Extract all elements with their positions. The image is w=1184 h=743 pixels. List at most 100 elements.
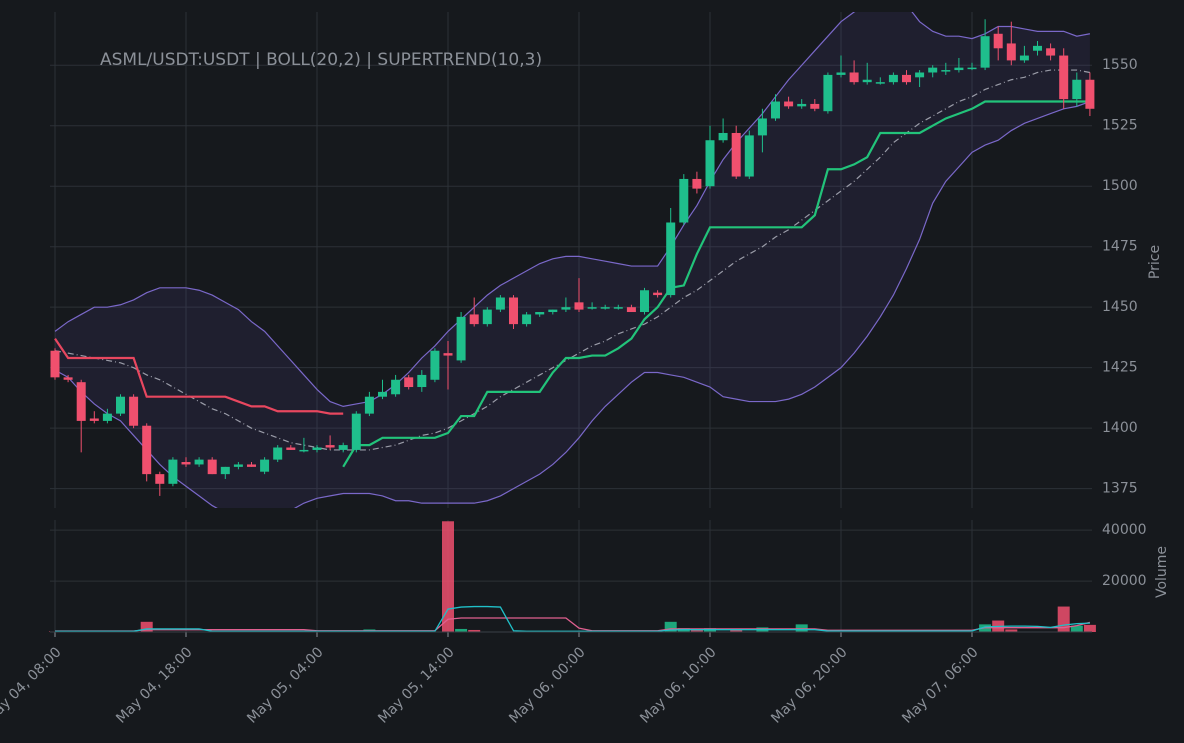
y-tick-label: 1375 [1102, 481, 1138, 497]
volume-bar [442, 521, 454, 632]
indicator-line [54, 69, 1091, 451]
candle-body [797, 103, 807, 107]
candle-body [194, 459, 204, 465]
candle-body [980, 36, 990, 68]
candle-body [50, 350, 60, 378]
candle-body [286, 447, 296, 450]
candle-body [391, 379, 401, 395]
y-tick-label: 1400 [1102, 420, 1138, 436]
candle-body [574, 302, 584, 310]
candle-body [482, 309, 492, 325]
y-axis-label: Price [1147, 245, 1163, 279]
candle-body [888, 74, 898, 83]
candle-body [993, 33, 1003, 49]
candle-body [915, 72, 925, 78]
volume-bar [730, 629, 743, 632]
candle-body [338, 445, 348, 450]
candle-body [1072, 79, 1082, 100]
candle-body [155, 474, 165, 484]
candle-body [692, 178, 702, 189]
candle-body [430, 350, 440, 380]
candle-body [744, 135, 754, 177]
candle-body [351, 413, 361, 450]
candle-body [181, 462, 191, 465]
volume-bar [1005, 629, 1018, 632]
candle-body [613, 307, 623, 309]
volume-bar [455, 628, 468, 632]
candle-body [63, 377, 73, 380]
candle-body [469, 314, 479, 325]
y-tick-label: 1475 [1102, 239, 1138, 255]
candle-body [220, 466, 230, 475]
indicator-line [54, 100, 1091, 508]
candle-body [967, 67, 977, 70]
candle-body [443, 353, 453, 356]
candle-body [247, 464, 256, 467]
candle-body [600, 307, 610, 309]
y-tick-label: 40000 [1102, 522, 1147, 538]
candle-body [260, 459, 270, 472]
chart-title: ASML/USDT:USDT | BOLL(20,2) | SUPERTREND… [100, 50, 542, 70]
candle-body [325, 445, 335, 448]
candle-body [207, 459, 217, 475]
candle-body [522, 314, 532, 325]
volume-ma-line [55, 617, 1091, 632]
candle-body [862, 79, 872, 83]
candle-body [810, 103, 820, 109]
volume-ma-line [55, 605, 1090, 632]
candle-body [954, 67, 964, 71]
volume-bar [1070, 625, 1083, 632]
candle-body [836, 72, 846, 75]
candle-body [299, 449, 309, 452]
candle-body [718, 132, 728, 141]
candle-body [312, 447, 322, 450]
candle-body [456, 316, 466, 361]
candle-body [417, 374, 427, 388]
candle-body [784, 101, 794, 107]
candle-body [404, 377, 414, 388]
indicator-line [54, 12, 1091, 407]
candle-body [509, 297, 518, 325]
candle-body [875, 82, 885, 84]
candle-body [941, 70, 951, 72]
candle-body [548, 309, 558, 313]
candle-body [1019, 55, 1029, 61]
candle-body [1033, 45, 1042, 51]
y-tick-label: 1525 [1102, 118, 1138, 134]
volume-bar [140, 621, 153, 632]
y-tick-label: 20000 [1102, 573, 1147, 589]
y-tick-label: 1550 [1102, 57, 1138, 73]
volume-bar [690, 628, 703, 632]
band-fill [55, 12, 1090, 508]
candle-body [928, 67, 938, 73]
candle-body [771, 101, 780, 119]
candle-body [142, 425, 152, 475]
candle-body [76, 382, 86, 421]
y-tick-label: 1500 [1102, 178, 1138, 194]
candle-body [1085, 79, 1095, 109]
candle-body [378, 391, 387, 397]
candle-body [823, 74, 833, 112]
candle-body [168, 459, 178, 484]
candle-body [535, 312, 545, 315]
candle-body [731, 132, 741, 177]
candle-body [1059, 55, 1069, 100]
candle-body [587, 307, 597, 309]
volume-bar [468, 629, 481, 632]
y-axis-label: Volume [1154, 546, 1170, 598]
candle-body [116, 396, 125, 414]
indicator-line [54, 338, 344, 415]
candle-body [849, 72, 859, 83]
candle-body [679, 178, 689, 223]
volume-bar [1083, 624, 1096, 632]
candle-body [102, 413, 112, 421]
candle-body [653, 292, 663, 296]
candle-body [902, 74, 911, 83]
candle-body [1046, 48, 1056, 56]
volume-bar [795, 624, 808, 632]
y-tick-label: 1450 [1102, 299, 1138, 315]
candle-body [561, 307, 571, 310]
candle-body [129, 396, 139, 426]
